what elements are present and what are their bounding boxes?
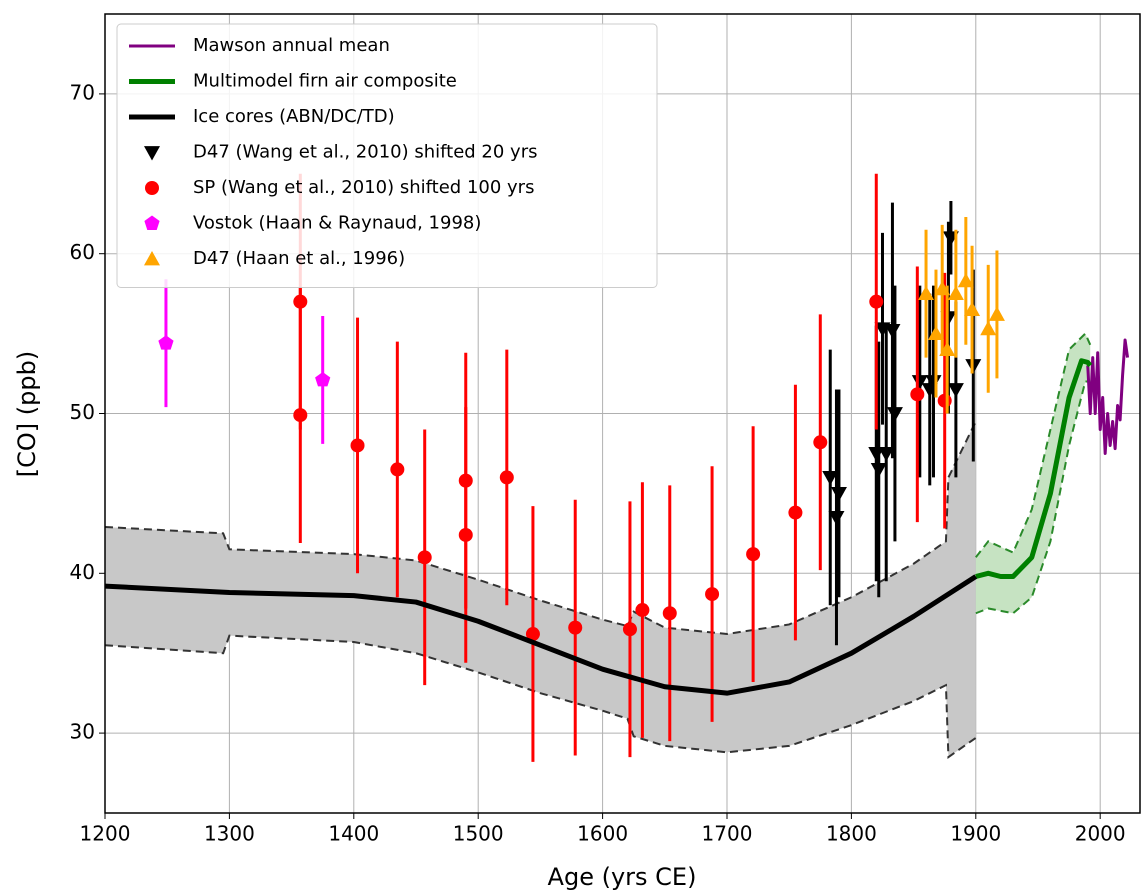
marker <box>499 470 514 485</box>
marker <box>870 463 887 478</box>
legend: Mawson annual mean Multimodel firn air co… <box>116 23 658 288</box>
marker <box>939 341 956 356</box>
legend-label: D47 (Haan et al., 1996) <box>193 248 405 269</box>
marker <box>144 251 160 266</box>
marker <box>988 306 1005 321</box>
marker <box>957 272 974 288</box>
x-tick-label: 1500 <box>453 822 504 846</box>
legend-label: Vostok (Haan & Raynaud, 1998) <box>193 213 481 234</box>
marker <box>417 550 432 565</box>
marker <box>937 393 952 408</box>
plot-frame <box>104 13 1141 814</box>
marker <box>878 447 895 462</box>
marker <box>869 294 884 309</box>
y-tick-label: 40 <box>70 560 95 584</box>
marker <box>293 408 308 423</box>
marker <box>635 603 650 618</box>
legend-label: D47 (Wang et al., 2010) shifted 20 yrs <box>193 142 538 163</box>
x-axis-label: Age (yrs CE) <box>548 863 697 891</box>
marker <box>911 375 928 390</box>
band-edge <box>975 331 1092 558</box>
marker <box>458 527 473 542</box>
marker <box>145 181 159 195</box>
marker <box>980 320 997 336</box>
marker <box>662 606 677 621</box>
marker <box>884 324 901 339</box>
x-tick-label: 1900 <box>950 822 1001 846</box>
y-tick-label: 50 <box>70 400 95 424</box>
marker <box>927 325 944 340</box>
marker <box>918 285 935 301</box>
marker <box>622 622 637 637</box>
marker <box>144 215 160 230</box>
marker <box>525 627 540 642</box>
y-tick-label: 60 <box>70 240 95 264</box>
marker <box>350 438 365 453</box>
marker <box>293 294 308 309</box>
legend-label: Multimodel firn air composite <box>193 71 457 92</box>
x-tick-label: 1700 <box>702 822 753 846</box>
uncertainty-band <box>975 333 1091 614</box>
marker <box>822 471 839 486</box>
y-tick-label: 30 <box>70 720 95 744</box>
marker <box>705 587 720 602</box>
marker <box>158 335 174 350</box>
marker <box>828 510 845 526</box>
band-edge <box>105 634 977 759</box>
x-tick-label: 1800 <box>826 822 877 846</box>
x-tick-label: 2000 <box>1075 822 1126 846</box>
band-edge <box>975 380 1091 615</box>
x-tick-label: 1600 <box>577 822 628 846</box>
marker <box>568 620 583 635</box>
marker <box>788 505 803 520</box>
marker <box>964 301 981 317</box>
marker <box>886 407 903 422</box>
line <box>975 358 1093 579</box>
x-tick-label: 1400 <box>328 822 379 846</box>
legend-label: Mawson annual mean <box>193 35 390 56</box>
y-tick-label: 70 <box>70 80 95 104</box>
marker <box>315 371 331 387</box>
line <box>105 574 978 696</box>
legend-label: Ice cores (ABN/DC/TD) <box>193 106 395 127</box>
marker <box>390 462 405 477</box>
legend-label: SP (Wang et al., 2010) shifted 100 yrs <box>193 177 534 198</box>
line <box>1086 338 1130 455</box>
x-tick-label: 1300 <box>204 822 255 846</box>
uncertainty-band <box>105 421 976 758</box>
marker <box>813 435 828 450</box>
marker <box>746 547 761 562</box>
x-tick-label: 1200 <box>80 822 131 846</box>
marker <box>830 487 847 502</box>
legend-box <box>116 23 658 288</box>
marker <box>947 383 964 398</box>
marker <box>458 473 473 488</box>
marker <box>947 285 964 301</box>
marker <box>910 387 925 402</box>
marker <box>925 375 942 390</box>
marker <box>934 280 951 296</box>
marker <box>144 146 160 161</box>
y-axis-label: [CO] (ppb) <box>13 351 41 477</box>
